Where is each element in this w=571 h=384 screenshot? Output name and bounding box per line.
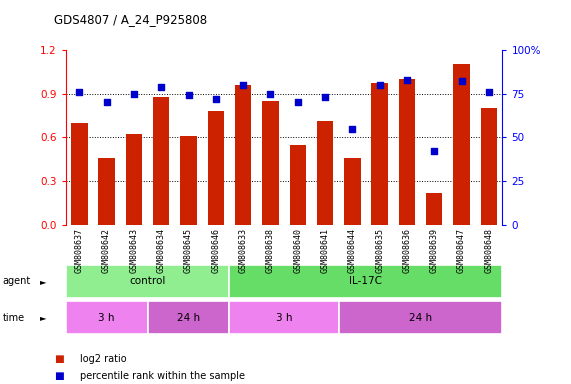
Point: [484, 89, 493, 95]
Point: [75, 89, 84, 95]
Bar: [426, 193, 443, 225]
Text: 3 h: 3 h: [98, 313, 115, 323]
Bar: [344, 158, 360, 225]
Bar: [66, 301, 147, 334]
Text: GSM808635: GSM808635: [375, 228, 384, 273]
Bar: [180, 136, 196, 225]
Point: [429, 148, 439, 154]
Text: GSM808639: GSM808639: [430, 228, 439, 273]
Text: GSM808646: GSM808646: [211, 228, 220, 273]
Point: [239, 82, 248, 88]
Bar: [98, 158, 115, 225]
Text: GSM808636: GSM808636: [403, 228, 412, 273]
Bar: [147, 301, 230, 334]
Bar: [153, 96, 170, 225]
Text: GSM808634: GSM808634: [156, 228, 166, 273]
Bar: [371, 83, 388, 225]
Point: [457, 78, 466, 84]
Text: GSM808644: GSM808644: [348, 228, 357, 273]
Text: GSM808637: GSM808637: [75, 228, 84, 273]
Text: 24 h: 24 h: [177, 313, 200, 323]
Text: ■: ■: [54, 354, 64, 364]
Text: ►: ►: [40, 277, 46, 286]
Text: control: control: [130, 276, 166, 286]
Text: GSM808642: GSM808642: [102, 228, 111, 273]
Bar: [339, 301, 502, 334]
Point: [293, 99, 302, 106]
Text: 3 h: 3 h: [276, 313, 292, 323]
Point: [102, 99, 111, 106]
Point: [320, 94, 329, 100]
Text: 24 h: 24 h: [409, 313, 432, 323]
Text: GDS4807 / A_24_P925808: GDS4807 / A_24_P925808: [54, 13, 207, 26]
Text: GSM808638: GSM808638: [266, 228, 275, 273]
Text: GSM808640: GSM808640: [293, 228, 302, 273]
Bar: [453, 65, 470, 225]
Text: GSM808647: GSM808647: [457, 228, 466, 273]
Point: [184, 92, 193, 98]
Bar: [481, 108, 497, 225]
Text: ■: ■: [54, 371, 64, 381]
Text: agent: agent: [3, 276, 31, 286]
Text: time: time: [3, 313, 25, 323]
Text: GSM808645: GSM808645: [184, 228, 193, 273]
Bar: [317, 121, 333, 225]
Text: percentile rank within the sample: percentile rank within the sample: [80, 371, 245, 381]
Bar: [66, 265, 230, 298]
Bar: [262, 101, 279, 225]
Point: [403, 76, 412, 83]
Bar: [208, 111, 224, 225]
Point: [375, 82, 384, 88]
Bar: [235, 85, 251, 225]
Bar: [230, 265, 502, 298]
Point: [130, 91, 139, 97]
Text: ►: ►: [40, 313, 46, 322]
Point: [156, 84, 166, 90]
Point: [266, 91, 275, 97]
Text: GSM808633: GSM808633: [239, 228, 248, 273]
Text: GSM808641: GSM808641: [320, 228, 329, 273]
Text: GSM808648: GSM808648: [484, 228, 493, 273]
Bar: [230, 301, 339, 334]
Text: IL-17C: IL-17C: [349, 276, 383, 286]
Point: [211, 96, 220, 102]
Text: log2 ratio: log2 ratio: [80, 354, 127, 364]
Bar: [289, 144, 306, 225]
Text: GSM808643: GSM808643: [130, 228, 138, 273]
Bar: [399, 79, 415, 225]
Bar: [71, 123, 87, 225]
Bar: [126, 134, 142, 225]
Point: [348, 126, 357, 132]
